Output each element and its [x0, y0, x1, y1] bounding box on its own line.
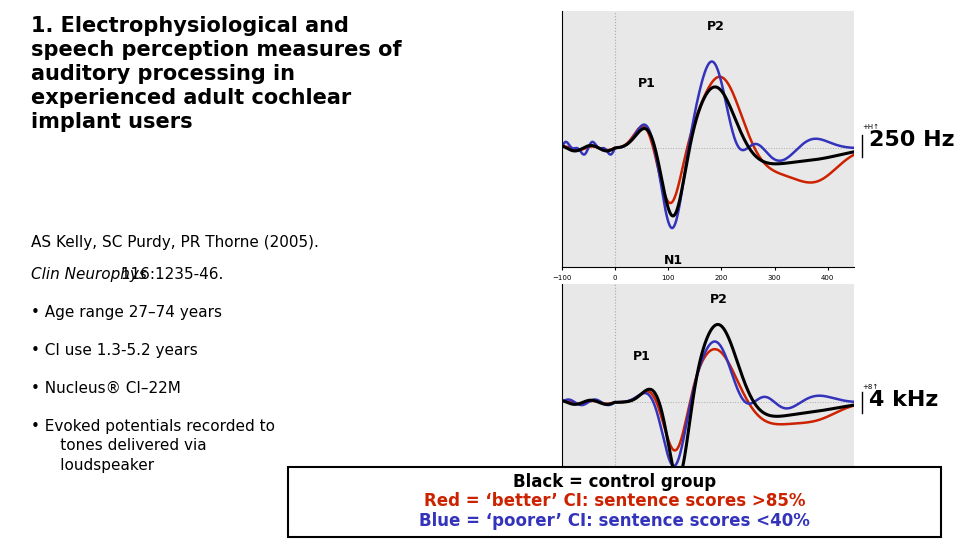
Text: P2: P2	[708, 20, 725, 33]
Text: Blue = ‘poorer’ CI: sentence scores <40%: Blue = ‘poorer’ CI: sentence scores <40%	[419, 511, 810, 530]
Text: +8↑: +8↑	[862, 384, 878, 390]
Text: P1: P1	[633, 350, 650, 363]
Text: P2: P2	[709, 293, 728, 306]
Text: 1. Electrophysiological and
speech perception measures of
auditory processing in: 1. Electrophysiological and speech perce…	[32, 16, 402, 132]
Text: P1: P1	[637, 77, 656, 90]
Text: N1: N1	[663, 254, 683, 267]
Text: 250 Hz: 250 Hz	[869, 130, 954, 151]
Text: • Evoked potentials recorded to
      tones delivered via
      loudspeaker: • Evoked potentials recorded to tones de…	[32, 418, 276, 473]
Text: • Nucleus® CI–22M: • Nucleus® CI–22M	[32, 381, 181, 396]
Text: • CI use 1.3-5.2 years: • CI use 1.3-5.2 years	[32, 343, 198, 358]
Text: 4 kHz: 4 kHz	[869, 389, 938, 410]
Text: Black = control group: Black = control group	[513, 473, 716, 491]
Text: N1: N1	[669, 507, 688, 520]
Text: +H↑: +H↑	[862, 124, 879, 130]
Text: 116:1235-46.: 116:1235-46.	[116, 267, 224, 282]
Text: • Age range 27–74 years: • Age range 27–74 years	[32, 305, 223, 320]
Text: Red = ‘better’ CI: sentence scores >85%: Red = ‘better’ CI: sentence scores >85%	[423, 492, 805, 510]
Text: AS Kelly, SC Purdy, PR Thorne (2005).: AS Kelly, SC Purdy, PR Thorne (2005).	[32, 235, 320, 250]
Text: Clin Neurophys: Clin Neurophys	[32, 267, 148, 282]
